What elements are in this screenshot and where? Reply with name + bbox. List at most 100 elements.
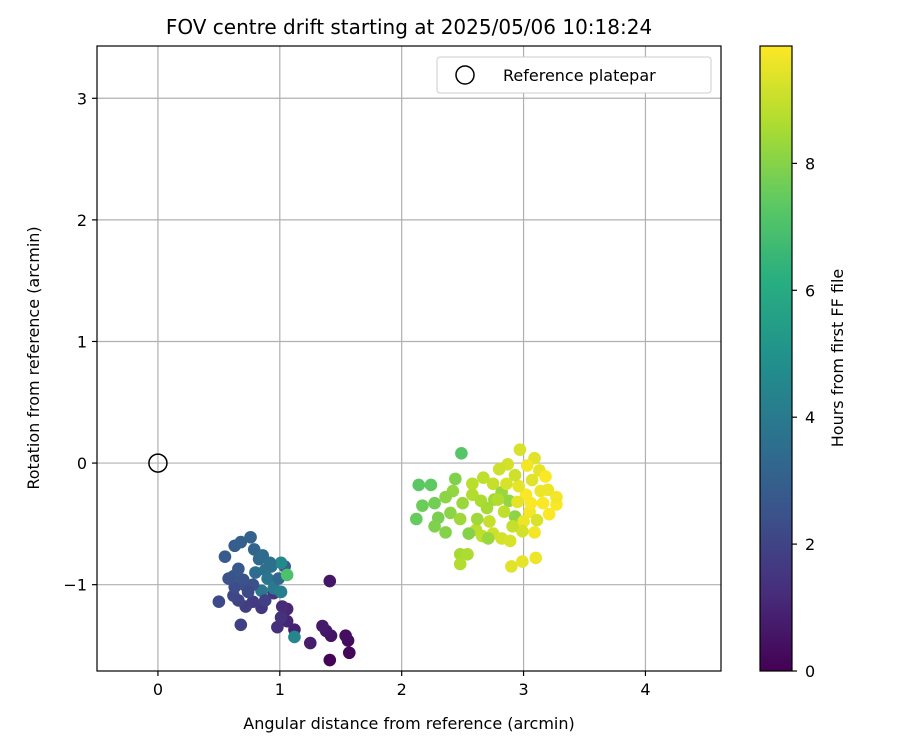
colorbar-tick-label: 0 [805, 662, 815, 681]
data-point [232, 562, 245, 576]
legend-marker-icon [455, 65, 475, 85]
data-point [428, 496, 441, 510]
data-point [456, 496, 469, 510]
colorbar-tick-label: 6 [805, 281, 815, 300]
data-point [271, 620, 284, 634]
data-point [234, 618, 248, 632]
data-point [462, 527, 476, 540]
x-axis-title: Angular distance from reference (arcmin) [243, 714, 574, 733]
data-point [512, 479, 525, 493]
data-point [529, 551, 543, 565]
data-point [539, 470, 552, 483]
y-tick-label: 3 [77, 89, 87, 108]
legend-label: Reference platepar [503, 66, 656, 85]
data-point [530, 513, 544, 527]
legend: Reference platepar [436, 56, 712, 94]
y-tick-label: 2 [77, 211, 87, 230]
y-tick-label: −1 [63, 576, 87, 595]
data-point [241, 585, 255, 599]
data-point [492, 462, 506, 476]
x-tick-label: 1 [275, 680, 285, 699]
data-point [461, 547, 474, 561]
grid [97, 46, 721, 671]
data-point [261, 572, 274, 585]
y-axis: 3 2 1 0 −1 [63, 89, 97, 595]
y-tick-label: 1 [77, 332, 87, 351]
data-point [339, 629, 352, 643]
y-tick-label: 0 [77, 454, 87, 473]
data-point [525, 473, 539, 487]
data-point [424, 478, 438, 492]
data-point [275, 600, 289, 613]
data-point [274, 556, 288, 570]
data-point [524, 496, 538, 510]
data-point [506, 520, 519, 533]
data-point [481, 532, 495, 545]
data-point [288, 630, 301, 644]
data-point [342, 646, 356, 660]
data-point [274, 611, 288, 624]
data-point [500, 477, 513, 491]
data-point [516, 524, 529, 538]
data-point [542, 507, 556, 521]
data-point [416, 499, 429, 512]
colorbar-tick-label: 2 [805, 535, 815, 554]
data-point [517, 515, 530, 528]
data-point [453, 557, 467, 571]
data-point [263, 556, 277, 570]
data-point [466, 477, 479, 491]
data-point [258, 594, 272, 607]
data-point [486, 477, 500, 491]
data-point [274, 585, 288, 599]
data-point [516, 555, 529, 568]
data-point [508, 468, 522, 482]
data-point [534, 484, 547, 498]
colorbar-ticks: 0 2 4 6 8 [792, 154, 815, 681]
data-point [439, 490, 452, 504]
data-point [244, 530, 257, 544]
data-point [412, 478, 426, 492]
data-point [505, 560, 518, 573]
data-point [470, 512, 484, 526]
data-point [477, 471, 490, 484]
colorbar: 0 2 4 6 8 Hours from first FF file [759, 45, 847, 681]
colorbar-title: Hours from first FF file [828, 269, 847, 448]
points-layer [212, 443, 563, 667]
data-point [316, 619, 329, 633]
data-point [428, 520, 441, 533]
data-point [503, 534, 517, 548]
x-tick-label: 4 [640, 680, 650, 699]
data-point [453, 512, 467, 526]
data-point [280, 568, 294, 582]
colorbar-tick-label: 4 [805, 408, 815, 427]
chart-title: FOV centre drift starting at 2025/05/06 … [166, 15, 652, 39]
data-point [511, 495, 524, 509]
reference-marker [148, 453, 168, 473]
data-point [444, 506, 457, 520]
colorbar-tick-label: 8 [805, 154, 815, 173]
x-tick-label: 0 [153, 680, 163, 699]
data-point [513, 443, 527, 456]
data-point [455, 447, 468, 460]
data-point [480, 501, 494, 515]
data-point [222, 572, 235, 585]
data-point [491, 493, 505, 506]
data-point [323, 653, 337, 667]
data-point [550, 490, 563, 504]
data-point [323, 574, 337, 588]
data-point [212, 595, 226, 608]
x-tick-label: 3 [518, 680, 528, 699]
x-axis: 0 1 2 3 4 [153, 671, 651, 699]
data-point [236, 573, 250, 587]
data-point [497, 505, 511, 519]
plot-frame [96, 45, 722, 672]
data-point [410, 512, 423, 526]
data-point [520, 459, 534, 472]
legend-box [436, 56, 712, 94]
colorbar-gradient [759, 45, 793, 672]
data-point [234, 535, 248, 549]
data-point [483, 515, 496, 528]
data-point [439, 526, 452, 539]
x-tick-label: 2 [397, 680, 407, 699]
data-point [449, 472, 462, 486]
